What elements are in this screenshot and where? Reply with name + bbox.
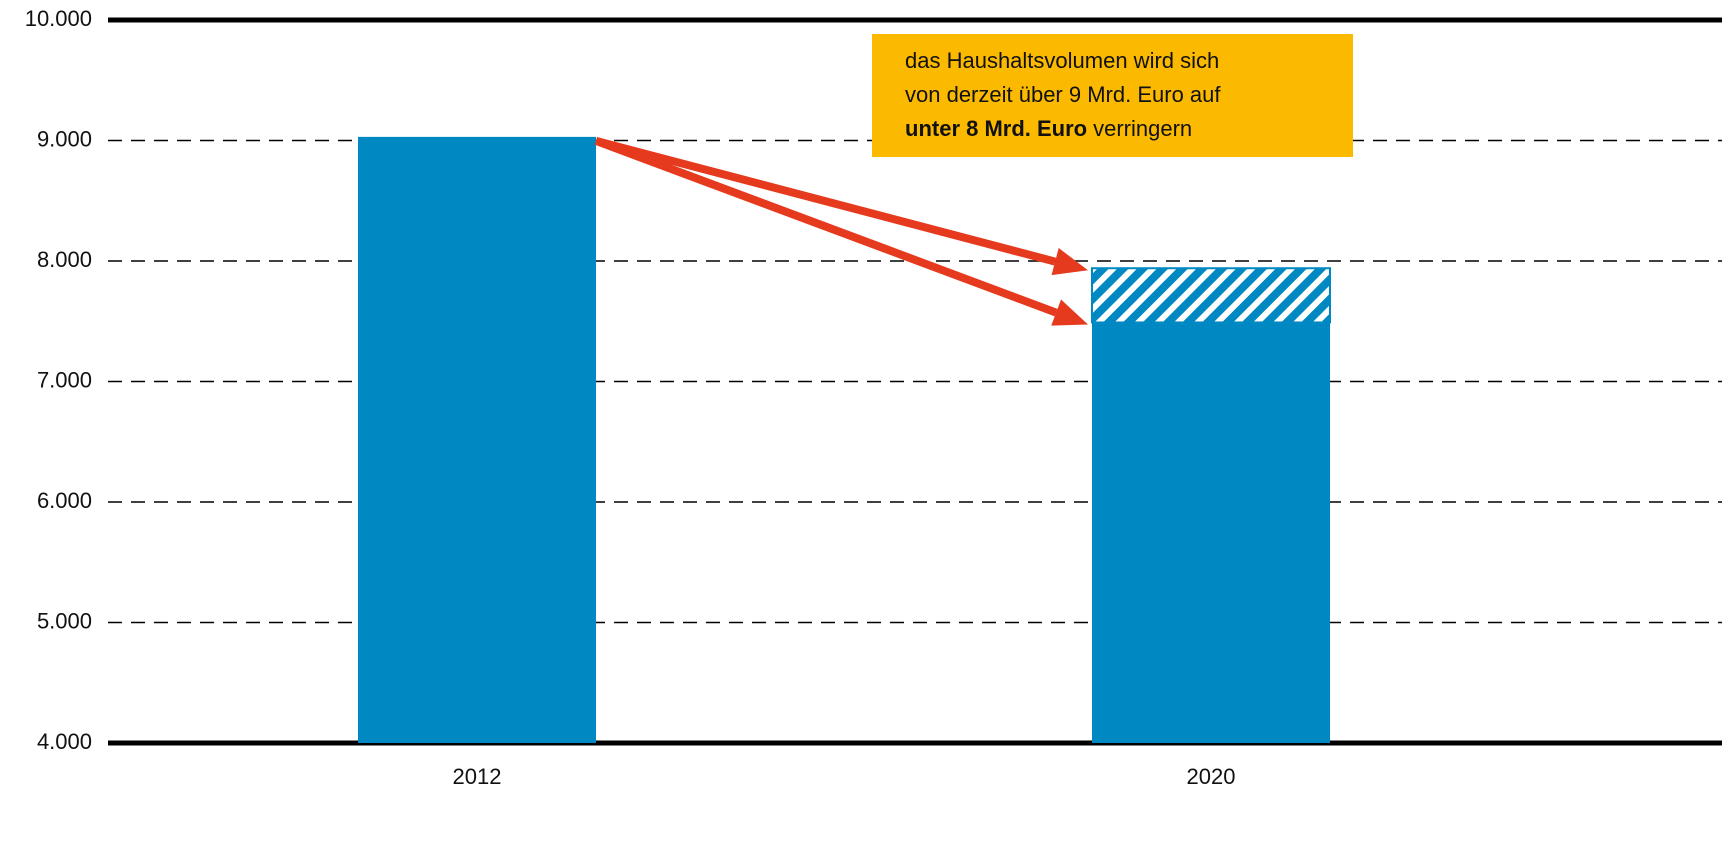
arrow-shaft bbox=[594, 137, 1057, 266]
y-tick-label: 6.000 bbox=[37, 488, 92, 513]
arrow-head bbox=[1051, 248, 1088, 276]
annotation-box bbox=[872, 34, 1353, 157]
y-tick-label: 8.000 bbox=[37, 247, 92, 272]
y-tick-label: 7.000 bbox=[37, 367, 92, 392]
y-tick-label: 10.000 bbox=[25, 6, 92, 31]
bar bbox=[1092, 322, 1330, 743]
annotation-text: das Haushaltsvolumen wird sich bbox=[905, 48, 1219, 73]
bar bbox=[358, 136, 596, 743]
x-tick-label: 2012 bbox=[453, 764, 502, 789]
arrow-head bbox=[1051, 299, 1088, 326]
y-tick-label: 5.000 bbox=[37, 608, 92, 633]
y-tick-label: 9.000 bbox=[37, 126, 92, 151]
x-tick-label: 2020 bbox=[1187, 764, 1236, 789]
hatched-bar bbox=[1091, 267, 1331, 324]
arrow-shaft bbox=[594, 137, 1058, 317]
annotation-text: von derzeit über 9 Mrd. Euro auf bbox=[905, 82, 1221, 107]
annotation-rest: verringern bbox=[1093, 116, 1192, 141]
y-tick-label: 4.000 bbox=[37, 729, 92, 754]
annotation-text: unter 8 Mrd. Euro verringern bbox=[905, 116, 1192, 141]
annotation-bold: unter 8 Mrd. Euro bbox=[905, 116, 1087, 141]
